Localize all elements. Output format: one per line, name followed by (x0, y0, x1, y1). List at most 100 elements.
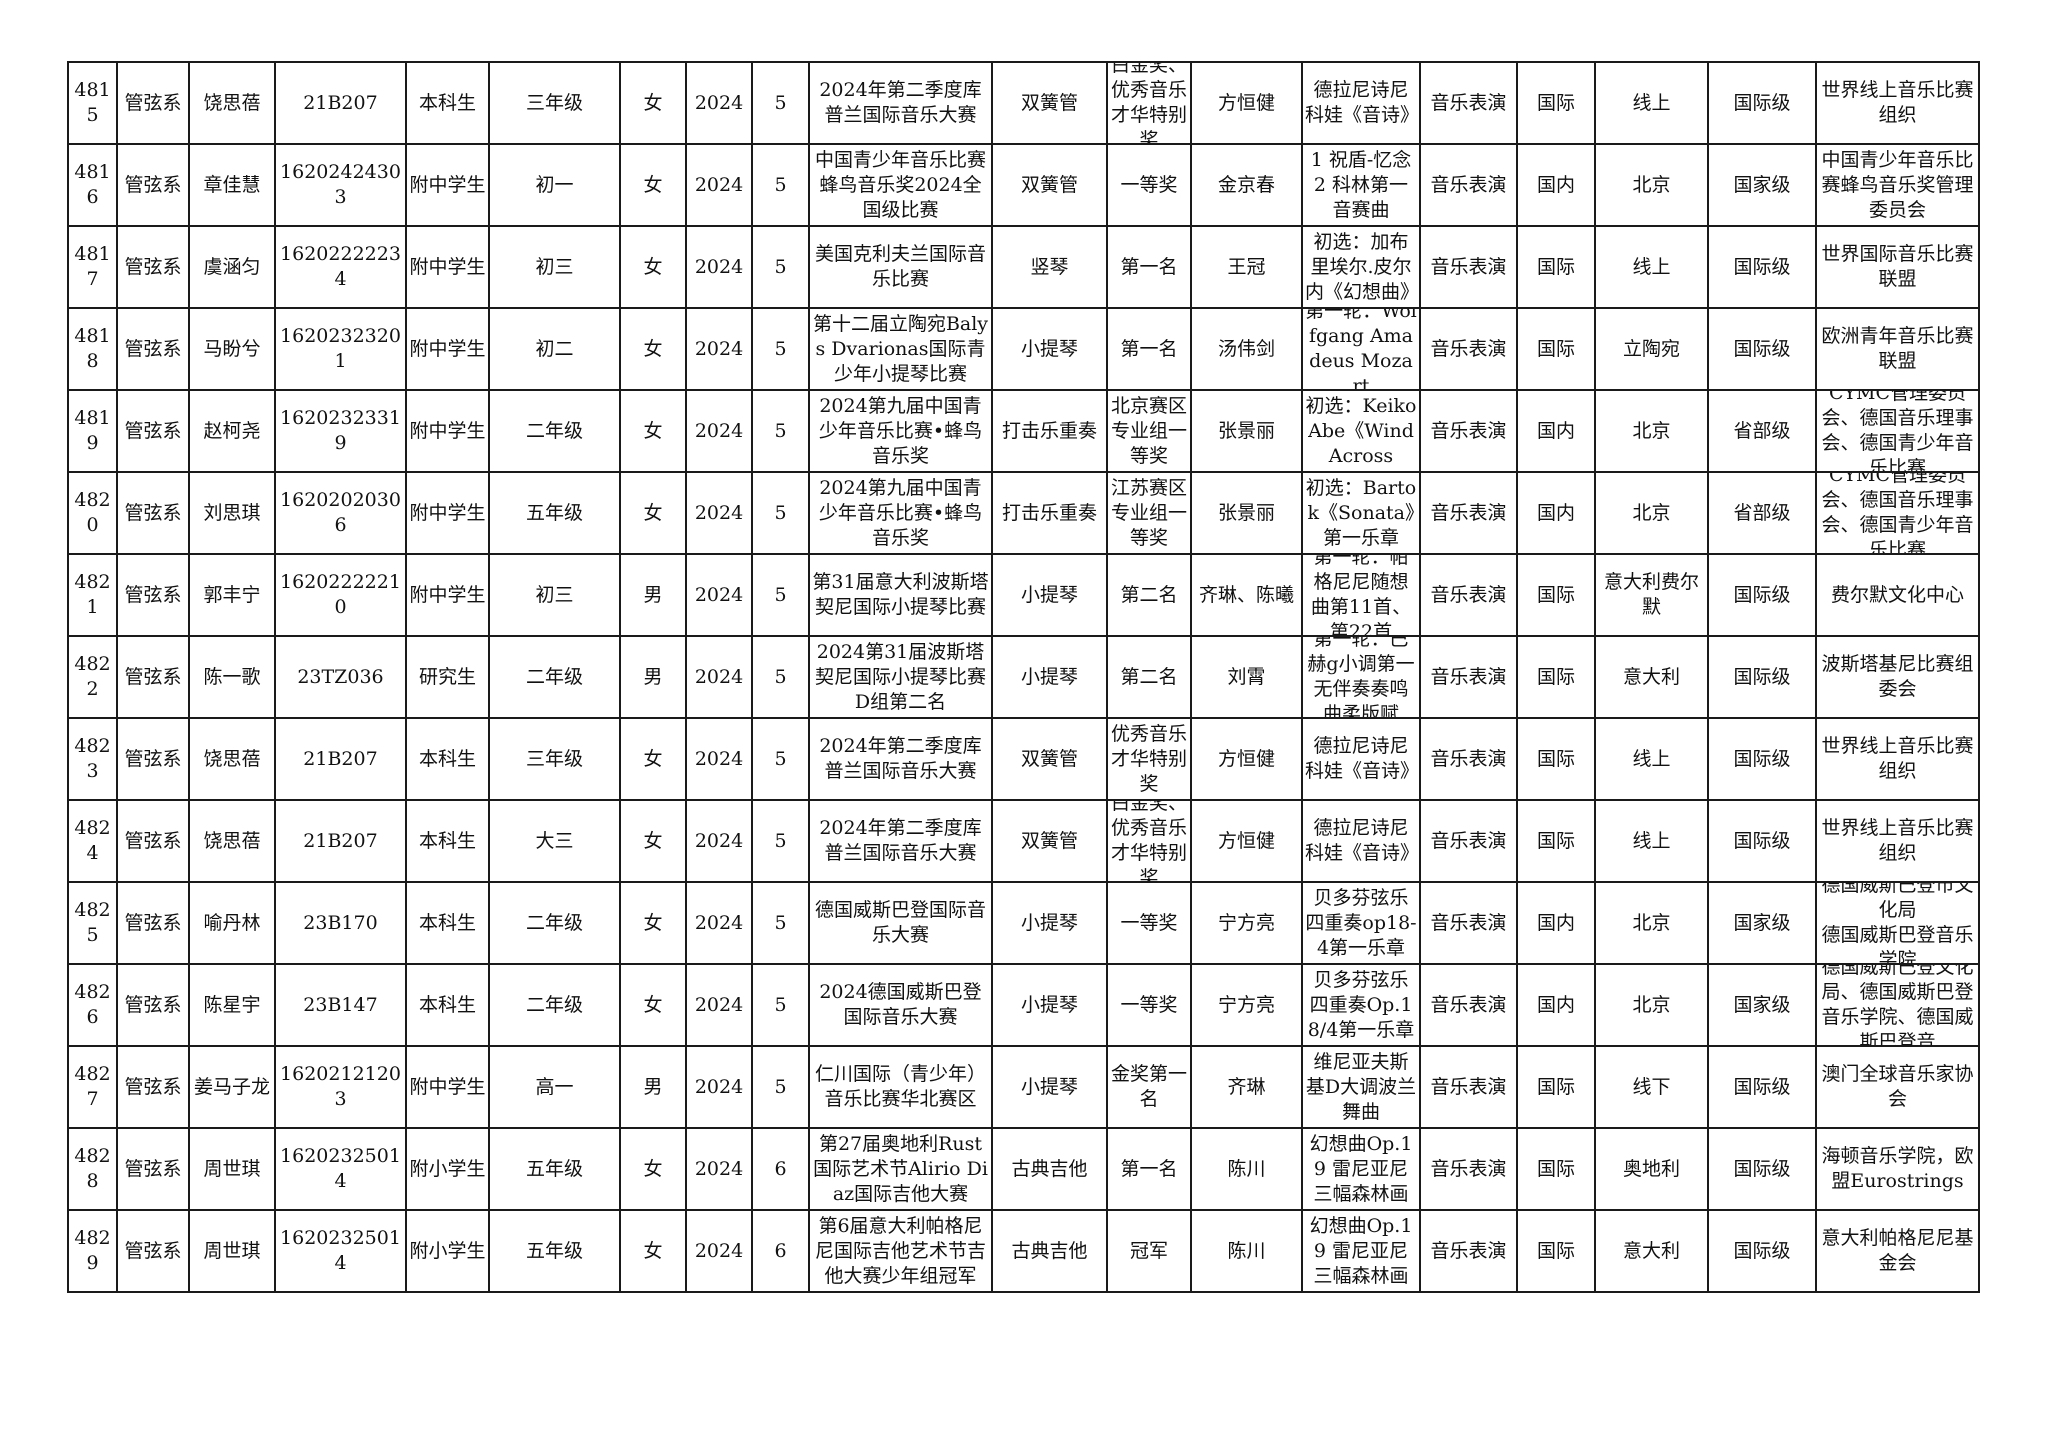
level-text: 国际级 (1733, 829, 1791, 852)
cell-teacher: 张景丽 (1190, 471, 1303, 555)
month-text: 5 (774, 1075, 787, 1098)
cell-location: 北京 (1594, 143, 1709, 227)
cell-category: 音乐表演 (1419, 717, 1518, 801)
category-text: 音乐表演 (1430, 255, 1507, 278)
award-text: 江苏赛区专业组一等奖 (1110, 476, 1187, 549)
record-id-text: 4823 (74, 735, 111, 782)
location-text: 意大利费尔默 (1603, 571, 1699, 618)
teacher-text: 张景丽 (1217, 501, 1275, 524)
teacher-text: 宁方亮 (1217, 993, 1275, 1016)
cell-month: 5 (751, 881, 810, 965)
cell-piece: 幻想曲Op.19 雷尼亚尼 三幅森林画 (1301, 1127, 1421, 1211)
student-name-text: 姜马子龙 (193, 1075, 270, 1098)
piece-text: 第一轮：巴赫g小调第一无伴奏奏鸣曲柔版赋 (1307, 637, 1415, 717)
cell-level: 国际级 (1707, 1127, 1817, 1211)
location-text: 线上 (1632, 829, 1671, 852)
instrument-text: 双簧管 (1020, 829, 1078, 852)
grade-text: 高一 (535, 1075, 574, 1098)
cell-student-type: 附中学生 (405, 225, 490, 309)
cell-student-name: 饶思蓓 (188, 61, 276, 145)
cell-month: 5 (751, 963, 810, 1047)
cell-scope: 国内 (1516, 143, 1596, 227)
organizer-text: 波斯塔基尼比赛组委会 (1821, 653, 1974, 700)
student-number-text: 23TZ036 (297, 665, 384, 688)
cell-gender: 女 (619, 471, 687, 555)
scope-text: 国内 (1536, 993, 1575, 1016)
table-row: 4829 管弦系 周世琪 16202325014 附小学生 五年级 女 2024 6 第6届意大利… (67, 1209, 1980, 1293)
cell-gender: 女 (619, 1127, 687, 1211)
month-text: 5 (774, 419, 787, 442)
cell-month: 5 (751, 225, 810, 309)
cell-scope: 国际 (1516, 1045, 1596, 1129)
cell-month: 5 (751, 389, 810, 473)
scope-text: 国际 (1536, 337, 1575, 360)
cell-piece: 第一轮：帕格尼尼随想曲第11首、第22首 (1301, 553, 1421, 637)
cell-award: 一等奖 (1106, 881, 1192, 965)
gender-text: 女 (643, 255, 663, 278)
cell-student-type: 附小学生 (405, 1127, 490, 1211)
cell-instrument: 小提琴 (991, 963, 1108, 1047)
award-text: 一等奖 (1120, 993, 1178, 1016)
gender-text: 女 (643, 173, 663, 196)
cell-month: 5 (751, 799, 810, 883)
cell-teacher: 王冠 (1190, 225, 1303, 309)
cell-teacher: 张景丽 (1190, 389, 1303, 473)
cell-record-id: 4828 (67, 1127, 118, 1211)
cell-student-name: 章佳慧 (188, 143, 276, 227)
month-text: 5 (774, 747, 787, 770)
cell-level: 国家级 (1707, 881, 1817, 965)
scope-text: 国内 (1536, 419, 1575, 442)
record-id-text: 4829 (74, 1227, 111, 1274)
instrument-text: 打击乐重奏 (1001, 419, 1097, 442)
category-text: 音乐表演 (1430, 91, 1507, 114)
cell-gender: 女 (619, 717, 687, 801)
gender-text: 女 (643, 337, 663, 360)
organizer-text: CYMC管理委员会、德国音乐理事会、德国青少年音乐比赛 (1821, 391, 1974, 471)
cell-level: 国际级 (1707, 717, 1817, 801)
cell-award: 第二名 (1106, 553, 1192, 637)
cell-teacher: 陈川 (1190, 1209, 1303, 1293)
cell-award: 一等奖 (1106, 963, 1192, 1047)
cell-student-name: 周世琪 (188, 1127, 276, 1211)
student-number-text: 16202323319 (280, 407, 401, 454)
teacher-text: 方恒健 (1217, 829, 1275, 852)
cell-award: 优秀音乐才华特别奖 (1106, 717, 1192, 801)
cell-category: 音乐表演 (1419, 143, 1518, 227)
cell-level: 国际级 (1707, 1209, 1817, 1293)
cell-location: 立陶宛 (1594, 307, 1709, 391)
cell-scope: 国际 (1516, 1127, 1596, 1211)
cell-month: 5 (751, 307, 810, 391)
competition-name-text: 2024第31届波斯塔契尼国际小提琴比赛D组第二名 (814, 640, 986, 713)
cell-record-id: 4824 (67, 799, 118, 883)
level-text: 国际级 (1733, 665, 1791, 688)
scope-text: 国际 (1536, 665, 1575, 688)
piece-text: 贝多芬弦乐四重奏Op.18/4第一乐章 (1307, 968, 1415, 1041)
student-type-text: 附中学生 (409, 583, 486, 606)
award-text: 优秀音乐才华特别奖 (1110, 722, 1187, 795)
competition-name-text: 2024第九届中国青少年音乐比赛•蜂鸟音乐奖 (818, 394, 983, 467)
cell-month: 5 (751, 635, 810, 719)
student-name-text: 饶思蓓 (203, 747, 261, 770)
cell-scope: 国际 (1516, 799, 1596, 883)
teacher-text: 汤伟剑 (1217, 337, 1275, 360)
cell-year: 2024 (685, 1127, 753, 1211)
record-id-text: 4822 (74, 653, 111, 700)
cell-organizer: 欧洲青年音乐比赛联盟 (1815, 307, 1980, 391)
cell-scope: 国际 (1516, 61, 1596, 145)
cell-category: 音乐表演 (1419, 1209, 1518, 1293)
student-type-text: 本科生 (418, 829, 476, 852)
cell-grade: 初三 (488, 225, 621, 309)
cell-gender: 男 (619, 635, 687, 719)
organizer-text: 中国青少年音乐比赛蜂鸟音乐奖管理委员会 (1821, 148, 1974, 221)
record-id-text: 4818 (74, 325, 111, 372)
grade-text: 初三 (535, 255, 574, 278)
cell-department: 管弦系 (116, 799, 190, 883)
cell-organizer: 澳门全球音乐家协会 (1815, 1045, 1980, 1129)
student-name-text: 周世琪 (203, 1157, 261, 1180)
instrument-text: 双簧管 (1020, 91, 1078, 114)
table-row: 4826 管弦系 陈星宇 23B147 本科生 二年级 女 2024 5 2024德国威斯巴登国际… (67, 963, 1980, 1047)
level-text: 国际级 (1733, 91, 1791, 114)
cell-piece: 德拉尼诗尼科娃《音诗》 (1301, 717, 1421, 801)
organizer-text: 海顿音乐学院，欧盟Eurostrings (1821, 1145, 1974, 1192)
cell-instrument: 小提琴 (991, 307, 1108, 391)
